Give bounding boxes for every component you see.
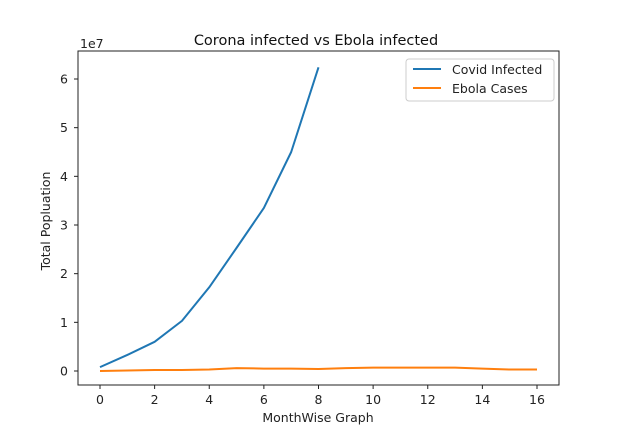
x-tick-label: 10 — [365, 392, 381, 407]
legend-label-covid: Covid Infected — [452, 62, 542, 77]
x-tick-label: 12 — [420, 392, 436, 407]
y-axis-ticks: 0 1 2 3 4 5 6 — [60, 72, 78, 379]
x-tick-label: 0 — [96, 392, 104, 407]
series-line-covid-infected — [99, 67, 320, 369]
x-tick-label: 8 — [315, 392, 323, 407]
y-tick-label: 4 — [60, 169, 68, 184]
x-tick-label: 2 — [151, 392, 159, 407]
y-tick-label: 2 — [60, 266, 68, 281]
series-line-ebola-cases — [99, 366, 537, 372]
y-axis-offset-label: 1e7 — [80, 36, 104, 51]
x-axis-ticks: 0 2 4 6 8 10 12 14 16 — [96, 385, 545, 407]
x-axis-label: MonthWise Graph — [262, 410, 373, 425]
x-tick-label: 14 — [474, 392, 490, 407]
x-tick-label: 4 — [205, 392, 213, 407]
y-tick-label: 3 — [60, 218, 68, 233]
x-tick-label: 6 — [260, 392, 268, 407]
x-tick-label: 16 — [529, 392, 545, 407]
y-tick-label: 6 — [60, 72, 68, 87]
y-axis-label: Total Popluation — [38, 172, 53, 272]
plot-area — [99, 67, 537, 372]
y-tick-label: 1 — [60, 315, 68, 330]
chart-title: Corona infected vs Ebola infected — [194, 33, 438, 49]
legend: Covid Infected Ebola Cases — [405, 58, 555, 102]
legend-label-ebola: Ebola Cases — [452, 81, 528, 96]
legend-box — [405, 58, 555, 102]
y-tick-label: 5 — [60, 120, 68, 135]
y-tick-label: 0 — [60, 364, 68, 379]
